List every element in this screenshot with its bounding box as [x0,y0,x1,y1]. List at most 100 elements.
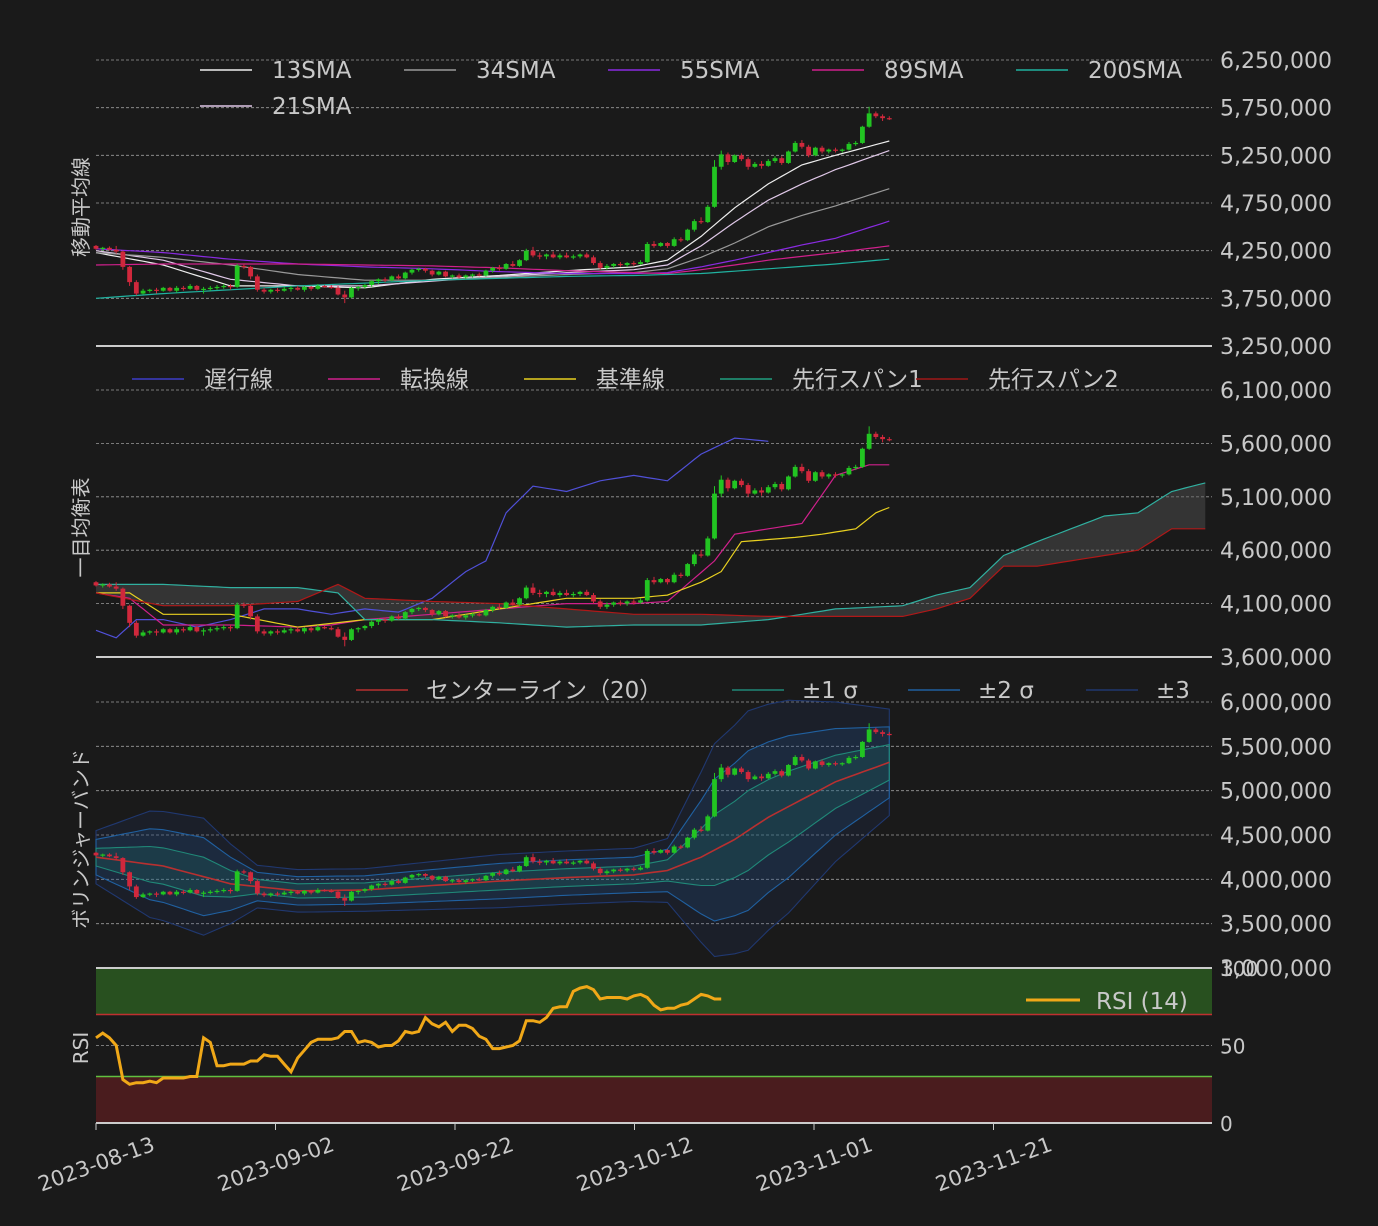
candle-body [671,239,677,246]
candle-body [281,288,287,291]
candle-body [362,284,368,287]
candle-body [779,483,785,490]
candle-body [611,602,617,605]
candle-body [127,266,133,283]
candle-body [228,627,233,629]
candle-body [503,602,509,608]
candle-body [423,607,428,611]
candle-body [705,816,711,831]
candle-body [873,729,879,733]
bollinger-ytick-label: 6,000,000 [1220,691,1332,716]
candle-body [248,605,254,617]
sma-candles [93,106,892,304]
legend-label: 89SMA [884,58,964,84]
candle-body [644,580,650,601]
candle-body [564,861,570,864]
candle-body [732,480,738,489]
candle-body [530,587,536,593]
candle-body [624,868,630,871]
candle-body [476,274,482,276]
candle-body [362,626,368,629]
x-tick-label: 2023-09-02 [214,1132,337,1196]
ichimoku-ytick-label: 5,600,000 [1220,432,1332,457]
candle-body [503,869,509,875]
candle-body [342,294,348,298]
bollinger-legend: センターライン（20） ±1 σ ±2 σ ±3 [356,678,1190,704]
candle-body [93,852,99,856]
candle-body [490,267,496,271]
candle-body [429,875,435,880]
candle-body [295,629,301,632]
candle-body [214,286,220,289]
legend-label: 55SMA [680,58,760,84]
sma-ytick-label: 3,750,000 [1220,287,1332,312]
candle-body [880,116,885,119]
candle-body [591,257,596,264]
legend-label: 遅行線 [204,367,273,393]
candle-body [537,592,543,595]
sma-ylabel: 移動平均線 [69,157,93,257]
candle-body [423,874,428,876]
bollinger-candles [93,723,892,906]
bollinger-ytick-label: 5,000,000 [1220,780,1332,805]
candle-body [839,763,845,765]
candle-body [617,602,623,604]
candle-body [436,876,442,880]
candle-body [691,221,697,230]
candle-body [295,287,301,290]
candle-body [765,487,771,493]
candle-body [180,891,186,893]
candle-body [584,860,590,864]
candle-body [133,622,139,636]
candle-body [523,587,529,599]
candle-body [638,600,643,603]
candle-body [557,255,563,258]
candle-body [826,149,832,152]
sma-line [95,220,890,275]
candle-body [860,126,865,143]
candle-body [725,479,731,489]
bollinger-band-3sigma [95,699,890,958]
candle-body [523,250,529,261]
candle-body [194,285,200,290]
x-tick-label: 2023-10-12 [573,1132,696,1196]
candle-body [665,579,670,583]
candle-body [402,612,408,619]
candle-body [611,264,617,266]
candle-body [180,287,186,290]
bollinger-band-2sigma [95,726,890,922]
candle-body [207,629,213,631]
candle-body [302,286,307,290]
candle-body [550,860,556,864]
ichimoku-ytick-label: 3,600,000 [1220,646,1332,671]
rsi-legend: RSI (14) [1026,989,1188,1015]
candle-body [510,602,516,605]
candle-body [759,776,764,779]
candle-body [375,619,381,622]
candle-body [174,629,180,633]
candle-body [631,601,637,603]
candle-body [732,155,738,163]
ichimoku-ylabel: 一目均衡表 [69,478,93,578]
candle-body [752,163,758,167]
candle-body [557,861,563,864]
candle-body [328,890,334,893]
candle-body [779,158,785,163]
candle-body [281,630,287,633]
candle-body [349,287,354,298]
candle-body [550,591,556,596]
candle-body [873,433,879,437]
candle-body [429,270,435,275]
bollinger-band-1sigma [95,743,890,899]
candle-body [160,891,166,895]
candle-body [389,276,395,281]
candle-body [335,629,341,637]
candle-body [443,876,448,882]
candle-body [604,265,610,268]
candle-body [577,591,583,594]
candle-body [806,471,812,481]
candle-body [591,863,596,869]
candle-body [718,479,724,494]
bollinger-y-axis: 3,000,000 3,500,000 4,000,000 4,500,000 5,00… [69,691,1332,982]
candle-body [705,538,711,556]
